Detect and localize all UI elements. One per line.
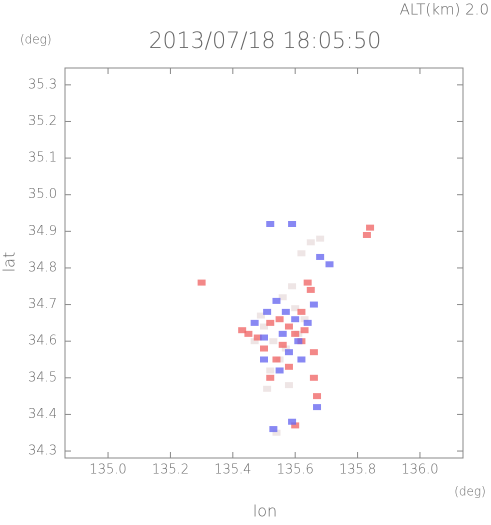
y-tick-label: 35.0: [28, 187, 57, 202]
radar-echo: [288, 283, 297, 290]
radar-echo: [269, 338, 278, 345]
radar-echo: [260, 345, 268, 352]
x-tick-label: 136.0: [401, 463, 438, 478]
radar-echo: [306, 239, 315, 246]
radar-echo: [313, 404, 322, 411]
y-tick-label: 35.1: [28, 151, 57, 166]
radar-echo: [300, 327, 309, 334]
radar-echo: [294, 338, 303, 345]
radar-echo: [288, 418, 297, 425]
radar-echo: [238, 327, 247, 334]
radar-echo: [309, 349, 318, 356]
x-unit: (deg): [454, 485, 486, 499]
y-tick-label: 34.7: [28, 297, 57, 312]
y-tick-label: 35.2: [28, 114, 57, 129]
x-tick-label: 135.6: [277, 463, 314, 478]
radar-echo: [275, 316, 284, 323]
radar-echo: [263, 308, 272, 315]
radar-echo: [260, 356, 268, 363]
radar-echo: [278, 294, 287, 301]
plot-frame: [64, 67, 464, 459]
y-unit: (deg): [20, 33, 52, 47]
x-axis-title: lon: [253, 502, 277, 521]
radar-echo: [309, 374, 318, 381]
radar-echo: [284, 382, 293, 389]
radar-echo: [272, 297, 281, 304]
radar-echo: [297, 308, 306, 315]
radar-echo: [297, 250, 306, 257]
radar-echo: [309, 301, 318, 308]
altitude-label: ALT(km) 2.0: [400, 1, 489, 19]
radar-echo: [260, 334, 268, 341]
y-tick-label: 34.3: [28, 444, 57, 459]
radar-echo: [362, 231, 371, 238]
radar-echo: [291, 316, 300, 323]
radar-echo: [275, 367, 284, 374]
radar-echo: [303, 279, 312, 286]
radar-echo: [250, 338, 259, 345]
y-tick-label: 34.6: [28, 334, 57, 349]
radar-echo: [263, 385, 272, 392]
radar-echo: [313, 393, 322, 400]
radar-echo: [266, 374, 275, 381]
x-tick-label: 135.2: [152, 463, 189, 478]
radar-echo: [266, 319, 275, 326]
radar-echo: [250, 319, 259, 326]
y-tick-label: 34.4: [28, 407, 57, 422]
y-tick-label: 34.9: [28, 224, 57, 239]
chart-title: 2013/07/18 18:05:50: [149, 29, 382, 54]
y-tick-label: 34.5: [28, 370, 57, 385]
radar-echo: [272, 356, 281, 363]
radar-echo: [244, 330, 253, 337]
radar-echo: [366, 224, 375, 231]
radar-echo: [291, 422, 300, 429]
radar-echo: [272, 429, 281, 436]
radar-echo: [316, 235, 325, 242]
radar-echo: [281, 345, 290, 352]
radar-echo: [260, 323, 268, 330]
x-tick-label: 135.4: [214, 463, 251, 478]
x-tick-label: 135.0: [89, 463, 126, 478]
y-tick-label: 34.8: [28, 260, 57, 275]
y-tick-label: 35.3: [28, 77, 57, 92]
radar-echo: [288, 221, 297, 227]
x-tick-label: 135.8: [339, 463, 376, 478]
radar-echo: [266, 221, 275, 227]
radar-echo: [306, 286, 315, 293]
radar-echo: [300, 316, 309, 323]
radar-echo: [278, 341, 287, 348]
radar-echo: [256, 312, 265, 319]
radar-echo: [284, 349, 293, 356]
y-axis-title: lat: [0, 252, 19, 273]
radar-echo: [284, 323, 293, 330]
radar-echo: [297, 356, 306, 363]
radar-echo: [253, 334, 262, 341]
radar-echo: [197, 279, 206, 286]
radar-echo: [281, 308, 290, 315]
radar-echo: [291, 330, 300, 337]
radar-echo: [278, 330, 287, 337]
radar-echo: [303, 319, 312, 326]
radar-echo: [269, 426, 278, 433]
radar-echo: [266, 367, 275, 374]
radar-echo: [316, 253, 325, 260]
radar-echo: [284, 363, 293, 370]
radar-echo: [325, 261, 334, 268]
radar-echo: [291, 305, 300, 312]
